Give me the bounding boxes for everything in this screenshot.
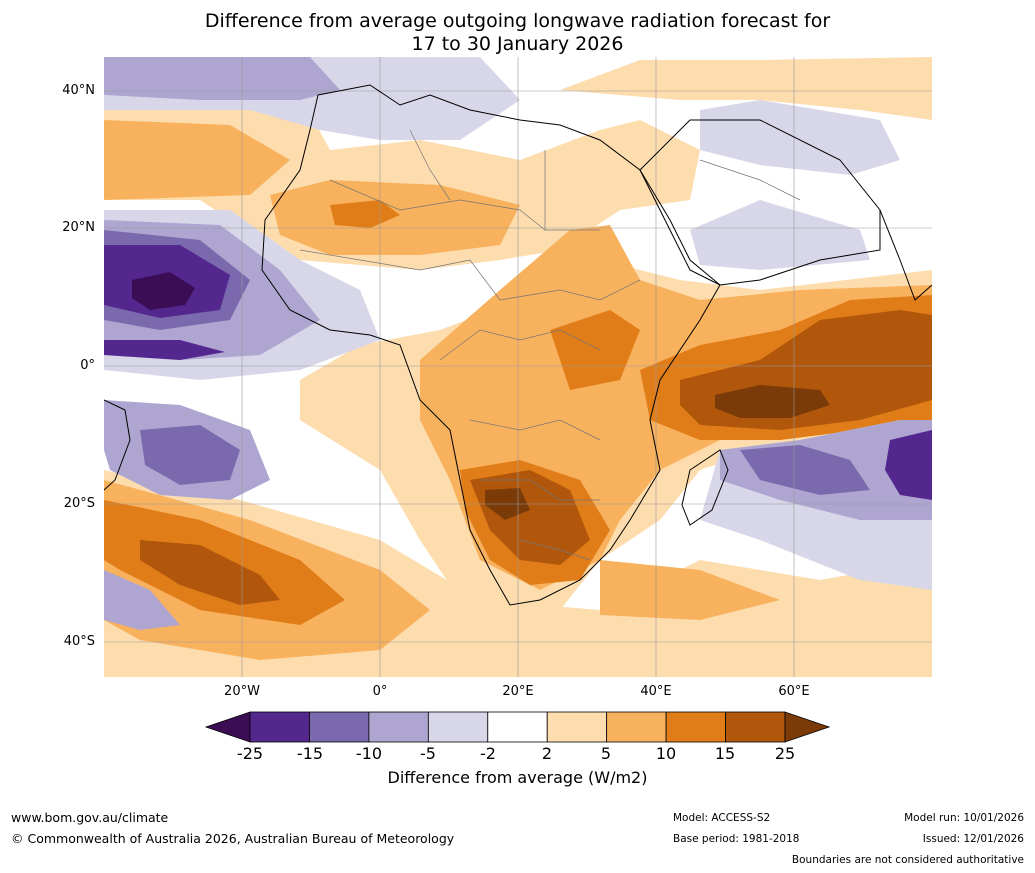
- colorbar-tick: 2: [541, 744, 553, 763]
- south-america-coastline: [104, 399, 131, 491]
- colorbar-tick: -10: [355, 744, 383, 763]
- colorbar-segment: [487, 711, 548, 743]
- colorbar-segment: [665, 711, 726, 743]
- anomaly-region-minus10-south-indian: [740, 445, 870, 495]
- anomaly-region-minus15-equatorial: [104, 340, 225, 360]
- anomaly-region-minus10-south-atlantic: [140, 425, 240, 485]
- footer-disclaimer: Boundaries are not considered authoritat…: [791, 854, 1024, 866]
- arabia-coastline: [639, 119, 881, 286]
- footer-model-run: Model run: 10/01/2026: [904, 812, 1024, 824]
- anomaly-region-minus5-southwest: [104, 570, 180, 630]
- anomaly-region-plus15-sahara: [330, 200, 400, 228]
- anomaly-region-minus25-west-africa: [132, 272, 195, 310]
- lon-label-20e: 20°E: [502, 684, 534, 699]
- graticule: [104, 57, 932, 677]
- colorbar-segment: [249, 711, 310, 743]
- footer-base-period: Base period: 1981-2018: [673, 833, 800, 845]
- anomaly-region-minus2-arabia-south: [690, 200, 870, 270]
- colorbar-segment: [606, 711, 667, 743]
- footer-website: www.bom.gov.au/climate: [11, 810, 169, 825]
- country-boundaries: [299, 129, 801, 561]
- lat-label-40n: 40°N: [62, 83, 95, 98]
- lon-label-20w: 20°W: [224, 684, 260, 699]
- colorbar-segment: [309, 711, 370, 743]
- anomaly-region-plus15-east-africa: [550, 310, 640, 390]
- lat-label-40s: 40°S: [63, 634, 95, 649]
- footer-issued: Issued: 12/01/2026: [922, 833, 1024, 845]
- anomaly-region-plus10-nw: [104, 120, 290, 200]
- colorbar-segment: [368, 711, 429, 743]
- title-line-1: Difference from average outgoing longwav…: [204, 10, 831, 32]
- anomaly-region-plus5-ne: [560, 57, 932, 120]
- colorbar-tick: 5: [600, 744, 612, 763]
- colorbar-tick: -5: [420, 744, 436, 763]
- africa-coastline: [261, 84, 721, 606]
- colorbar-arrow-min: [204, 711, 251, 743]
- anomaly-region-minus15-south-indian: [885, 430, 932, 500]
- colorbar-tick: -25: [236, 744, 264, 763]
- madagascar-coastline: [681, 449, 729, 526]
- colorbar-tick: 10: [655, 744, 677, 763]
- colorbar-tick: 25: [774, 744, 796, 763]
- map-title: Difference from average outgoing longwav…: [0, 10, 1035, 56]
- anomaly-region-minus2-arabia: [700, 100, 900, 175]
- colorbar-segment: [427, 711, 489, 743]
- anomaly-region-minus5-north: [104, 57, 340, 100]
- lat-label-20s: 20°S: [63, 496, 95, 511]
- lat-label-20n: 20°N: [62, 220, 95, 235]
- colorbar-segment: [546, 711, 608, 743]
- anomaly-region-plus25-atlantic: [140, 540, 280, 605]
- lon-label-60e: 60°E: [778, 684, 810, 699]
- anomaly-region-above25-indian: [715, 385, 830, 418]
- title-line-2: 17 to 30 January 2026: [411, 33, 624, 55]
- colorbar-arrow-max: [784, 711, 831, 743]
- colorbar-tick: 15: [714, 744, 736, 763]
- colorbar-tick: -15: [296, 744, 324, 763]
- lon-label-40e: 40°E: [640, 684, 672, 699]
- footer-model: Model: ACCESS-S2: [673, 812, 771, 824]
- colorbar-tick: -2: [480, 744, 496, 763]
- footer-copyright: © Commonwealth of Australia 2026, Austra…: [11, 831, 455, 846]
- lon-label-0: 0°: [372, 684, 388, 699]
- lat-label-0: 0°: [80, 358, 95, 373]
- anomaly-region-plus10-sahara: [270, 180, 520, 255]
- anomaly-region-plus10-se: [600, 560, 780, 620]
- india-coastline: [879, 209, 932, 301]
- colorbar-label: Difference from average (W/m2): [387, 768, 648, 787]
- colorbar-segment: [725, 711, 786, 743]
- coastlines: [104, 84, 932, 606]
